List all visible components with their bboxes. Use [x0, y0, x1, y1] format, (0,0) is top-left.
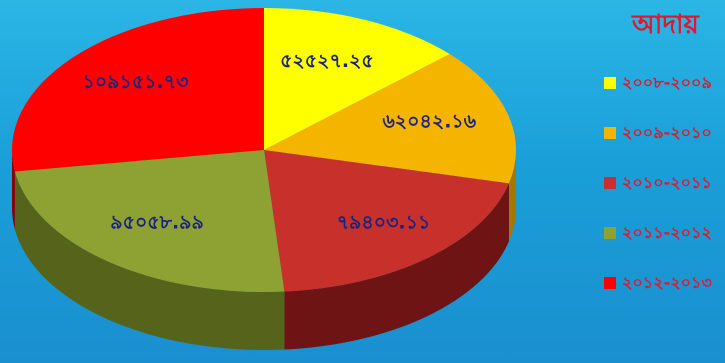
legend-swatch [604, 277, 616, 289]
pie-slices [11, 8, 516, 292]
pie-data-label: ১০৯১৫১.৭৩ [83, 71, 189, 93]
pie-slice [11, 8, 264, 172]
pie-slice-side [508, 150, 516, 242]
legend-item: ২০০৮-২০০৯ [604, 72, 712, 94]
pie-slice [264, 150, 509, 292]
legend-swatch [604, 177, 616, 189]
pie-data-label: ৭৯৪০৩.১১ [337, 211, 431, 233]
legend-item: ২০১১-২০১২ [604, 222, 712, 244]
pie-3d-sides [12, 150, 516, 350]
pie-slice-side [12, 150, 15, 230]
legend-label: ২০১১-২০১২ [622, 222, 712, 242]
pie-slice [264, 54, 516, 184]
legend-swatch [604, 227, 616, 239]
legend-title: আদায় [632, 10, 699, 40]
pie-slice-side [14, 171, 285, 350]
legend-item: ২০১২-২০১৩ [604, 272, 712, 294]
legend-label: ২০১২-২০১৩ [622, 272, 712, 292]
legend-label: ২০০৮-২০০৯ [622, 72, 712, 92]
pie-slice [14, 150, 285, 292]
legend-label: ২০১০-২০১১ [622, 172, 712, 192]
pie-data-label: ৯৫০৫৮.৯৯ [110, 212, 204, 234]
legend-item: ২০১০-২০১১ [604, 172, 712, 194]
pie-data-label: ৬২০৪২.১৬ [382, 111, 476, 133]
legend-swatch [604, 77, 616, 89]
pie-slice-side [284, 183, 509, 350]
legend: ২০০৮-২০০৯ ২০০৯-২০১০ ২০১০-২০১১ ২০১১-২০১২ … [604, 72, 712, 322]
pie-data-labels: ৫২৫২৭.২৫ ৬২০৪২.১৬ ৭৯৪০৩.১১ ৯৫০৫৮.৯৯ ১০৯১৫১.৭… [83, 50, 477, 234]
pie-slice [264, 8, 450, 150]
legend-item: ২০০৯-২০১০ [604, 122, 712, 144]
legend-label: ২০০৯-২০১০ [622, 122, 712, 142]
legend-swatch [604, 127, 616, 139]
pie-data-label: ৫২৫২৭.২৫ [280, 50, 374, 72]
